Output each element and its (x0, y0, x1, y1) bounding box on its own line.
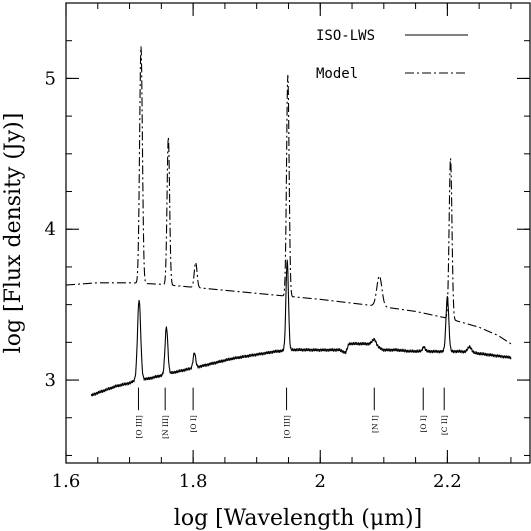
line-id-label: [N III] (161, 415, 170, 439)
line-id-label: [O I] (189, 415, 198, 432)
y-tick-label: 4 (45, 219, 56, 240)
series-layer (65, 46, 512, 397)
x-tick-label: 1.6 (52, 471, 81, 492)
y-tick-label: 5 (45, 68, 56, 89)
series-line-model (65, 46, 512, 345)
x-axis-title: log [Wavelength (μm)] (174, 506, 422, 531)
legend-label-model: Model (316, 66, 358, 82)
line-id-label: [N I] (370, 415, 379, 433)
tick-layer: 1.6 1.8 2 2.2 3 4 5 (45, 2, 530, 492)
annotation-layer: [O III] [N III] [O I] [O III] [N I] [O I] [C I… (134, 387, 449, 439)
x-tick-label: 2.2 (433, 471, 462, 492)
x-tick-label: 1.8 (179, 471, 208, 492)
y-axis-title: log [Flux density (Jy)] (1, 113, 26, 354)
line-id-label: [O I] (419, 415, 428, 432)
x-tick-label: 2 (315, 471, 326, 492)
legend-label-iso-lws: ISO-LWS (316, 28, 375, 44)
y-tick-label: 3 (45, 370, 56, 391)
plot-frame (65, 2, 531, 464)
series-line-iso-lws (90, 259, 512, 397)
line-id-label: [O III] (134, 415, 143, 438)
line-id-label: [O III] (283, 415, 292, 438)
line-id-label: [C II] (440, 415, 449, 435)
legend: ISO-LWS Model (316, 28, 468, 82)
